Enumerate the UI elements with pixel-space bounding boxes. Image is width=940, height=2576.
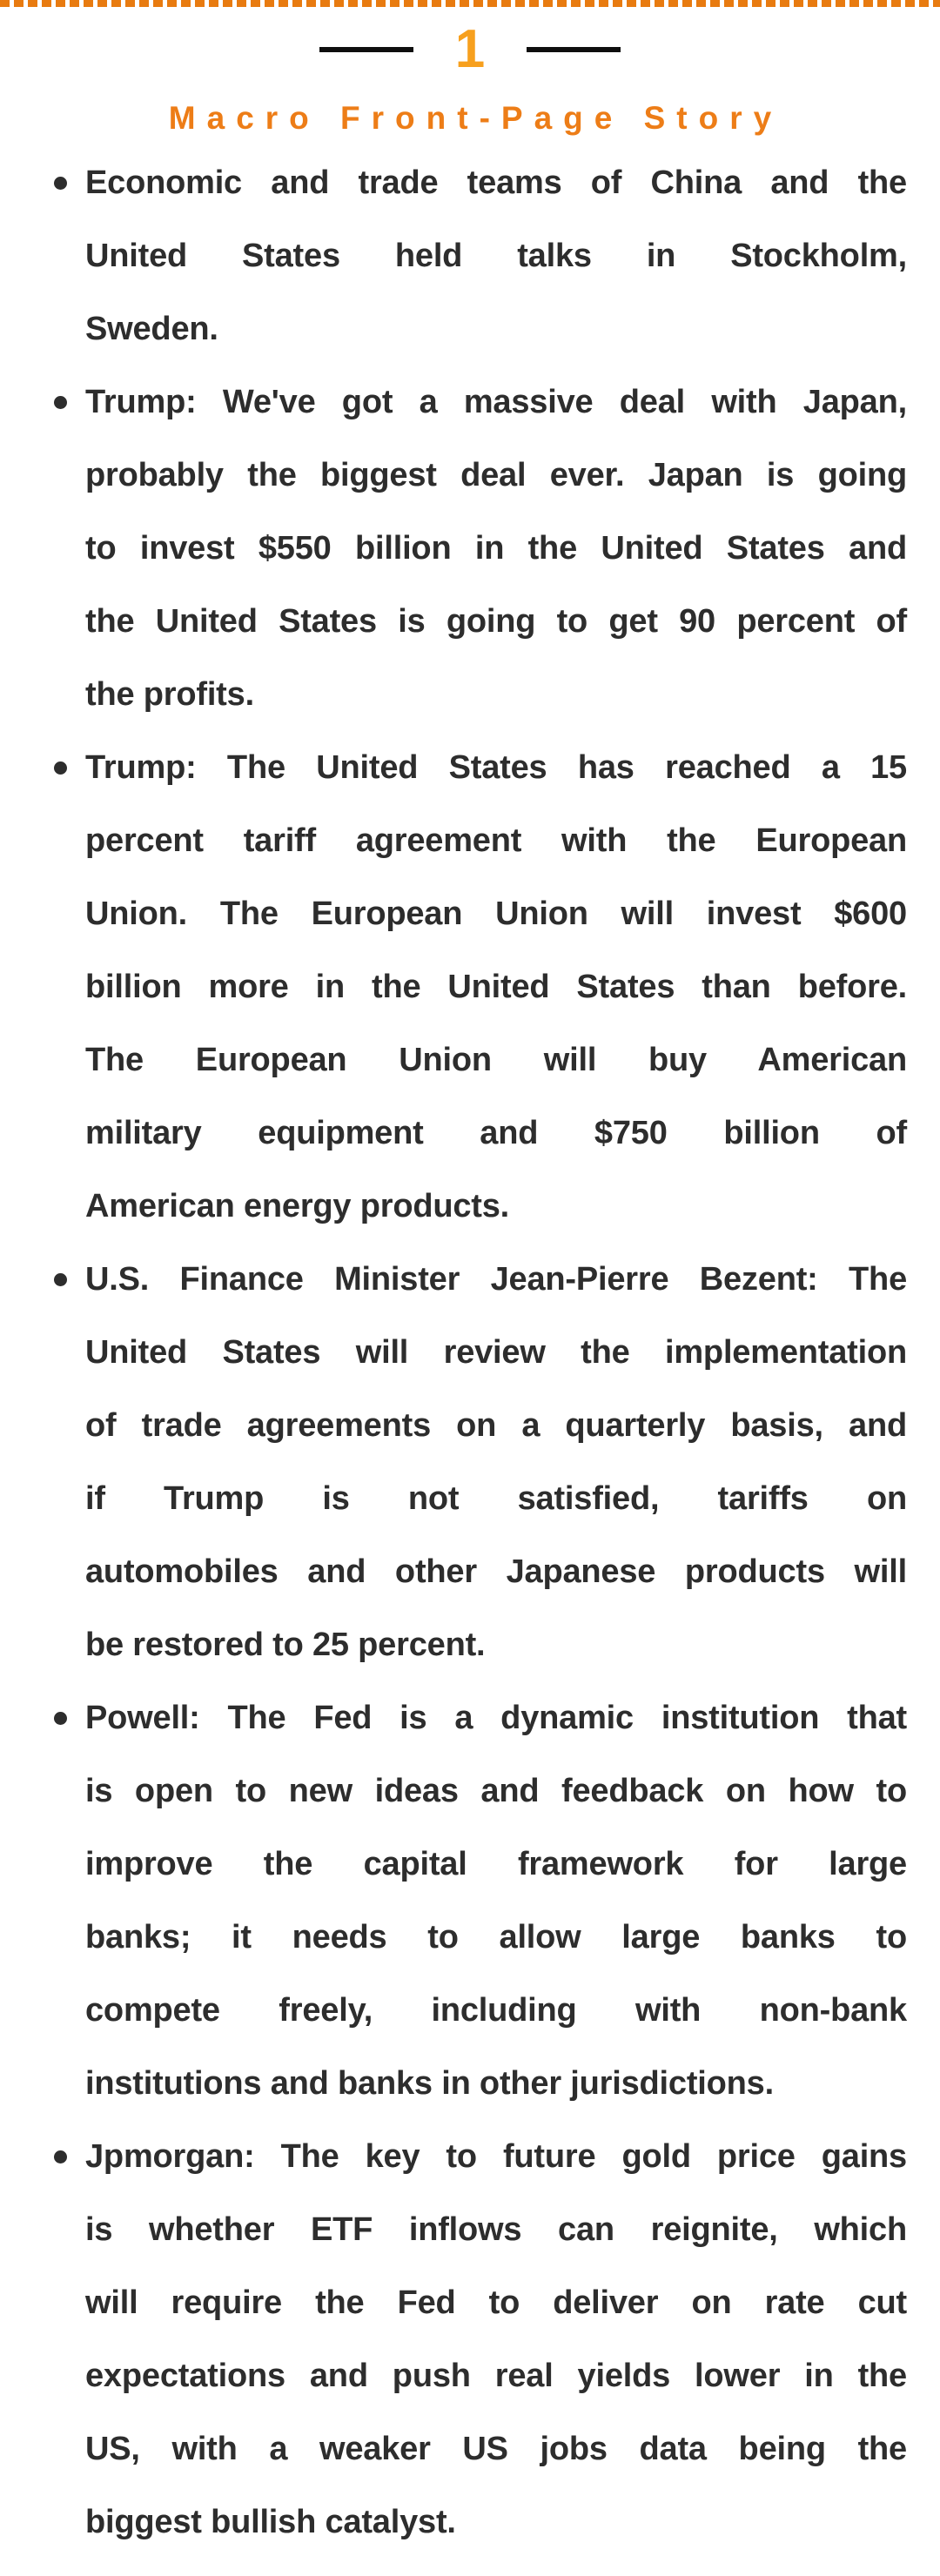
text-line: will require the Fed to deliver on rate … — [85, 2284, 907, 2321]
header-rule-right — [527, 47, 621, 52]
bullet-list: Economic and trade teams of China and th… — [54, 146, 907, 2559]
text-line: military equipment and $750 billion of — [85, 1115, 907, 1151]
text-line: Economic and trade teams of China and th… — [85, 164, 907, 201]
bullet-dot-icon — [54, 396, 67, 409]
bullet-item: Economic and trade teams of China and th… — [54, 146, 907, 366]
text-line: is whether ETF inflows can reignite, whi… — [85, 2211, 907, 2248]
text-line: compete freely, including with non-bank — [85, 1992, 907, 2029]
bullet-item: Jpmorgan: The key to future gold price g… — [54, 2120, 907, 2559]
text-line: institutions and banks in other jurisdic… — [85, 2065, 774, 2102]
text-line: is open to new ideas and feedback on how… — [85, 1773, 907, 1809]
text-line: US, with a weaker US jobs data being the — [85, 2431, 907, 2467]
text-line: Sweden. — [85, 311, 218, 347]
text-line: the United States is going to get 90 per… — [85, 603, 907, 640]
text-line: Trump: The United States has reached a 1… — [85, 749, 907, 786]
bullet-dot-icon — [54, 177, 67, 190]
text-line: banks; it needs to allow large banks to — [85, 1919, 907, 1955]
bullet-dot-icon — [54, 2150, 67, 2163]
text-line: biggest bullish catalyst. — [85, 2504, 456, 2540]
bullet-dot-icon — [54, 1712, 67, 1725]
text-line: percent tariff agreement with the Europe… — [85, 822, 907, 859]
text-line: if Trump is not satisfied, tariffs on — [85, 1480, 907, 1517]
text-line: United States held talks in Stockholm, — [85, 238, 907, 274]
text-line: billion more in the United States than b… — [85, 969, 907, 1005]
text-line: The European Union will buy American — [85, 1042, 907, 1078]
bullet-item: U.S. Finance Minister Jean-Pierre Bezent… — [54, 1243, 907, 1681]
text-line: Trump: We've got a massive deal with Jap… — [85, 384, 907, 420]
header-rule-left — [319, 47, 413, 52]
text-line: of trade agreements on a quarterly basis… — [85, 1407, 907, 1444]
text-line: Union. The European Union will invest $6… — [85, 896, 907, 932]
text-line: United States will review the implementa… — [85, 1334, 907, 1371]
bullet-item: Powell: The Fed is a dynamic institution… — [54, 1681, 907, 2120]
text-line: expectations and push real yields lower … — [85, 2358, 907, 2394]
text-line: the profits. — [85, 676, 254, 713]
bullet-item: Trump: We've got a massive deal with Jap… — [54, 366, 907, 731]
page-title: Macro Front-Page Story — [168, 100, 783, 136]
text-line: automobiles and other Japanese products … — [85, 1553, 907, 1590]
text-line: improve the capital framework for large — [85, 1846, 907, 1882]
text-line: American energy products. — [85, 1188, 510, 1224]
text-line: be restored to 25 percent. — [85, 1627, 486, 1663]
text-line: probably the biggest deal ever. Japan is… — [85, 457, 907, 493]
text-line: U.S. Finance Minister Jean-Pierre Bezent… — [85, 1261, 907, 1298]
section-number-row: 1 — [0, 23, 940, 77]
section-number: 1 — [454, 19, 486, 79]
bullet-item: Trump: The United States has reached a 1… — [54, 731, 907, 1243]
text-line: Powell: The Fed is a dynamic institution… — [85, 1700, 907, 1736]
bullet-dot-icon — [54, 761, 67, 775]
bullet-dot-icon — [54, 1273, 67, 1286]
top-dashed-border — [0, 0, 940, 7]
text-line: to invest $550 billion in the United Sta… — [85, 530, 907, 567]
text-line: Jpmorgan: The key to future gold price g… — [85, 2138, 907, 2175]
